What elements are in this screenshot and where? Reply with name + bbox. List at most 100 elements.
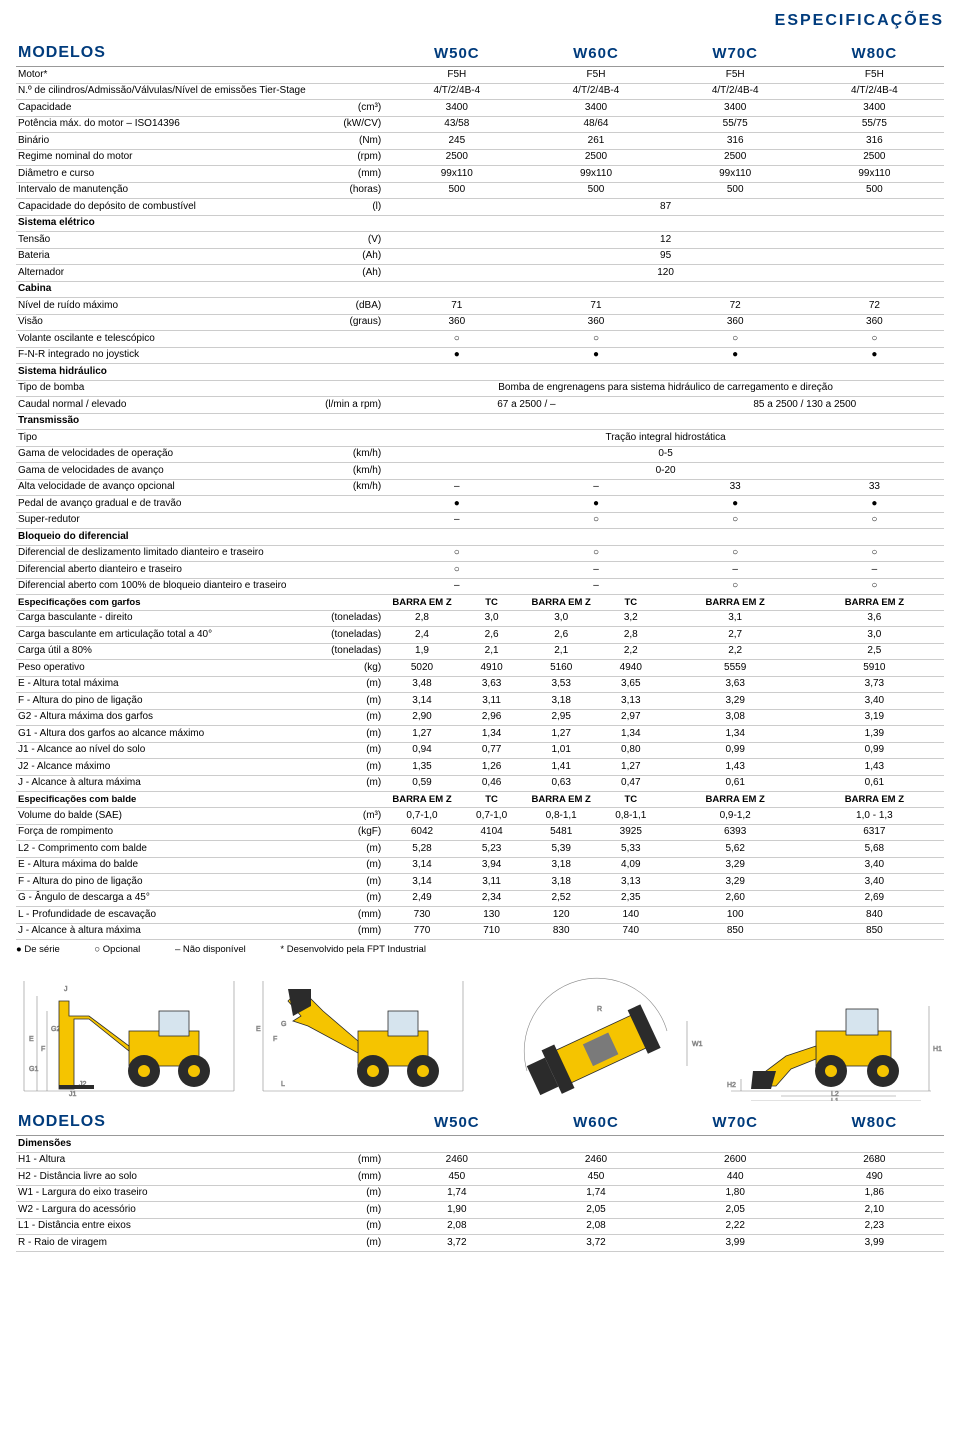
row-unit: [313, 562, 387, 579]
row-val: 850: [666, 923, 805, 940]
dims-row-label: R - Raio de viragem: [16, 1235, 313, 1252]
subhead-label: Especificações com balde: [16, 792, 387, 808]
dims-row-val: 490: [805, 1169, 944, 1186]
row-val: –: [387, 479, 526, 496]
dims-section: Dimensões: [16, 1136, 944, 1153]
subhead-col: TC: [457, 595, 527, 611]
row-val: 360: [805, 314, 944, 331]
row-val: ●: [526, 347, 665, 364]
row-val: 2,2: [596, 643, 666, 660]
row-label: Carga basculante em articulação total a …: [16, 627, 313, 644]
subhead-col: TC: [596, 595, 666, 611]
section-row: Sistema hidráulico: [16, 364, 944, 381]
row-val: 3925: [596, 824, 666, 841]
row-val: 360: [666, 314, 805, 331]
row-val: 1,35: [387, 759, 457, 776]
row-val: 3400: [666, 100, 805, 117]
row-val: ●: [387, 496, 526, 513]
row-label: N.º de cilindros/Admissão/Válvulas/Nível…: [16, 83, 313, 100]
diagrams-row: E F G2 G1 J2 J1 J: [16, 971, 944, 1101]
row-val: 5,28: [387, 841, 457, 858]
row-unit: (km/h): [313, 446, 387, 463]
row-val: 33: [805, 479, 944, 496]
section-row: Bloqueio do diferencial: [16, 529, 944, 546]
row-val: ○: [666, 512, 805, 529]
row-val: 0,59: [387, 775, 457, 792]
row-val: 4940: [596, 660, 666, 677]
dims-row-unit: (m): [313, 1235, 387, 1252]
row-unit: [313, 496, 387, 513]
dims-table: MODELOS W50C W60C W70C W80C DimensõesH1 …: [16, 1109, 944, 1252]
dims-row-label: W2 - Largura do acessório: [16, 1202, 313, 1219]
row-val: 2,52: [526, 890, 596, 907]
row-val: 1,43: [805, 759, 944, 776]
row-val: 99x110: [526, 166, 665, 183]
row-unit: (mm): [313, 907, 387, 924]
row-unit: [313, 430, 387, 447]
row-val: 5481: [526, 824, 596, 841]
row-val: 0,77: [457, 742, 527, 759]
row-val: 1,34: [457, 726, 527, 743]
row-val: ○: [526, 331, 665, 348]
svg-text:F: F: [41, 1046, 45, 1053]
row-val: 3,29: [666, 693, 805, 710]
row-val: 3,14: [387, 857, 457, 874]
row-val: 43/58: [387, 116, 526, 133]
row-val: 2,60: [666, 890, 805, 907]
row-val: ○: [526, 512, 665, 529]
row-val: 0,80: [596, 742, 666, 759]
row-val: 3,94: [457, 857, 527, 874]
model-w50c: W50C: [387, 40, 526, 67]
row-val: 3,0: [526, 610, 596, 627]
row-val: 130: [457, 907, 527, 924]
row-val: 0,7-1,0: [457, 808, 527, 825]
row-val: 5910: [805, 660, 944, 677]
row-val: 3400: [526, 100, 665, 117]
row-unit: (m): [313, 759, 387, 776]
row-val: 0,9-1,2: [666, 808, 805, 825]
diagram-forks-side: E F G2 G1 J2 J1 J: [16, 971, 242, 1101]
row-label: Diferencial aberto com 100% de bloqueio …: [16, 578, 313, 595]
row-label: Carga útil a 80%: [16, 643, 313, 660]
model-w60c: W60C: [526, 40, 665, 67]
row-val: 120: [387, 265, 944, 282]
row-val: 12: [387, 232, 944, 249]
row-unit: (kg): [313, 660, 387, 677]
dims-row-val: 3,72: [387, 1235, 526, 1252]
row-val: 316: [805, 133, 944, 150]
row-val: 48/64: [526, 116, 665, 133]
row-val: 2,4: [387, 627, 457, 644]
svg-text:H1: H1: [933, 1046, 942, 1053]
diagram-bucket-lowered: H1 H2 L1 L2: [718, 971, 944, 1101]
dims-w80c: W80C: [805, 1109, 944, 1136]
row-unit: (toneladas): [313, 643, 387, 660]
row-val: 55/75: [805, 116, 944, 133]
row-val: 0,7-1,0: [387, 808, 457, 825]
row-val: F5H: [805, 67, 944, 84]
row-unit: (m): [313, 676, 387, 693]
row-label: Carga basculante - direito: [16, 610, 313, 627]
row-val: 3,53: [526, 676, 596, 693]
row-val: 3,18: [526, 857, 596, 874]
row-val: 2,96: [457, 709, 527, 726]
dims-row-val: 2,08: [526, 1218, 665, 1235]
dims-row-val: 2,22: [666, 1218, 805, 1235]
dims-row-val: 1,74: [526, 1185, 665, 1202]
row-unit: (graus): [313, 314, 387, 331]
row-label: Gama de velocidades de avanço: [16, 463, 313, 480]
row-unit: (rpm): [313, 149, 387, 166]
row-val: 3,14: [387, 693, 457, 710]
row-val: 730: [387, 907, 457, 924]
row-unit: [313, 83, 387, 100]
legend-nao: – Não disponível: [175, 944, 262, 955]
subhead-col: BARRA EM Z: [387, 792, 457, 808]
row-val: 3,18: [526, 874, 596, 891]
row-val: 72: [666, 298, 805, 315]
row-val: 840: [805, 907, 944, 924]
row-val: 3,13: [596, 693, 666, 710]
row-val: 5,62: [666, 841, 805, 858]
row-val: 0,47: [596, 775, 666, 792]
row-val: 2,8: [387, 610, 457, 627]
row-unit: (m³): [313, 808, 387, 825]
row-label: F-N-R integrado no joystick: [16, 347, 313, 364]
